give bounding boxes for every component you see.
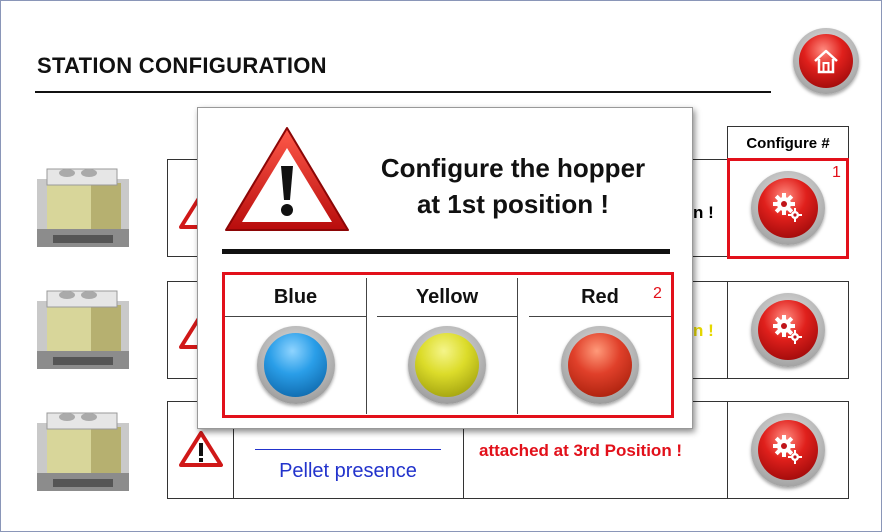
choice-label-red: Red <box>529 278 671 317</box>
configure-button-2[interactable] <box>751 293 825 367</box>
warning-icon <box>179 431 223 467</box>
configure-button-3[interactable] <box>751 413 825 487</box>
page-title: STATION CONFIGURATION <box>37 53 327 78</box>
color-choice-group: Blue Yellow Red <box>222 272 674 418</box>
annotation-label-1: 1 <box>832 164 841 181</box>
configure-cell <box>727 159 849 257</box>
row-message: n ! <box>693 203 714 222</box>
gear-icon <box>772 434 802 464</box>
choice-label-blue: Blue <box>225 278 366 317</box>
annotation-label-2: 2 <box>653 285 662 302</box>
divider <box>255 449 441 450</box>
yellow-button[interactable] <box>408 326 486 404</box>
title-divider <box>35 91 771 93</box>
gear-icon <box>772 314 802 344</box>
configure-button-1[interactable] <box>751 171 825 245</box>
hopper-image <box>37 412 129 491</box>
dialog-title: Configure the hopper at 1st position ! <box>348 150 678 222</box>
row-message: n ! <box>693 321 714 340</box>
choice-red: Red <box>529 278 671 414</box>
warning-icon <box>225 127 349 231</box>
dialog-title-line-2: at 1st position ! <box>416 189 610 219</box>
blue-button[interactable] <box>256 326 335 404</box>
configure-hopper-dialog: Configure the hopper at 1st position ! B… <box>197 107 693 429</box>
configure-cell <box>727 401 849 499</box>
dialog-divider <box>222 249 670 254</box>
hopper-image <box>37 168 129 247</box>
configure-header: Configure # <box>727 126 849 160</box>
red-button[interactable] <box>561 326 639 404</box>
highlight-outline-1 <box>727 158 849 259</box>
row-message: attached at 3rd Position ! <box>479 441 683 460</box>
choice-label-yellow: Yellow <box>377 278 517 317</box>
hopper-image <box>37 290 129 369</box>
dialog-title-line-1: Configure the hopper <box>380 153 646 183</box>
home-button[interactable] <box>793 28 859 94</box>
configure-cell <box>727 281 849 379</box>
pellet-presence-link[interactable]: Pellet presence <box>279 460 417 482</box>
home-icon <box>814 49 838 74</box>
choice-yellow: Yellow <box>377 278 518 414</box>
choice-blue: Blue <box>225 278 367 414</box>
gear-icon <box>772 192 802 222</box>
